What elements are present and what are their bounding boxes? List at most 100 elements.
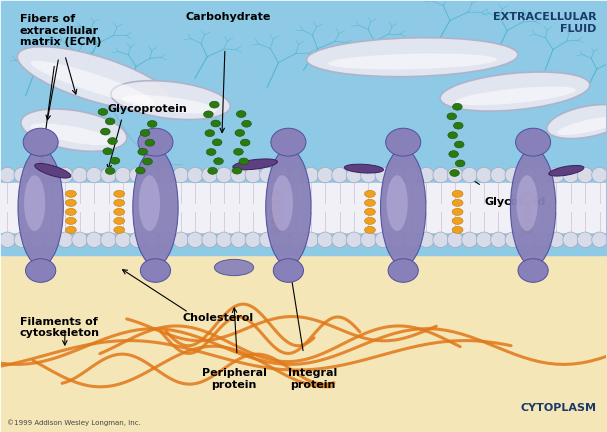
Ellipse shape: [114, 217, 124, 224]
Ellipse shape: [209, 101, 219, 108]
Ellipse shape: [231, 232, 246, 248]
Text: Cholesterol: Cholesterol: [183, 313, 254, 323]
Ellipse shape: [242, 120, 251, 127]
Ellipse shape: [231, 167, 246, 183]
Ellipse shape: [592, 167, 607, 183]
Ellipse shape: [332, 167, 347, 183]
Ellipse shape: [365, 226, 375, 233]
Ellipse shape: [188, 232, 203, 248]
Ellipse shape: [452, 103, 462, 110]
Ellipse shape: [462, 167, 478, 183]
Ellipse shape: [129, 232, 145, 248]
Ellipse shape: [57, 232, 73, 248]
Ellipse shape: [577, 232, 593, 248]
Ellipse shape: [521, 208, 532, 216]
Ellipse shape: [114, 191, 124, 197]
Ellipse shape: [452, 200, 463, 206]
Ellipse shape: [214, 158, 223, 165]
Ellipse shape: [66, 208, 76, 216]
Ellipse shape: [385, 128, 421, 156]
Ellipse shape: [31, 61, 154, 104]
Ellipse shape: [557, 116, 607, 135]
Ellipse shape: [288, 167, 304, 183]
Ellipse shape: [365, 208, 375, 216]
Ellipse shape: [158, 232, 174, 248]
Ellipse shape: [133, 149, 178, 266]
Ellipse shape: [245, 232, 261, 248]
Ellipse shape: [115, 232, 131, 248]
Ellipse shape: [521, 191, 532, 197]
Ellipse shape: [388, 259, 418, 283]
Ellipse shape: [418, 232, 434, 248]
Ellipse shape: [271, 226, 282, 233]
Ellipse shape: [449, 151, 458, 158]
Ellipse shape: [216, 167, 232, 183]
Ellipse shape: [232, 167, 242, 174]
Ellipse shape: [188, 167, 203, 183]
Ellipse shape: [43, 232, 59, 248]
Ellipse shape: [115, 167, 131, 183]
Ellipse shape: [234, 148, 243, 155]
Ellipse shape: [433, 232, 449, 248]
Ellipse shape: [202, 167, 217, 183]
Ellipse shape: [273, 259, 304, 283]
Text: Glycolipid: Glycolipid: [485, 197, 546, 206]
Ellipse shape: [101, 167, 117, 183]
Ellipse shape: [548, 167, 564, 183]
Ellipse shape: [21, 109, 127, 151]
Text: Peripheral
protein: Peripheral protein: [202, 368, 266, 390]
Ellipse shape: [66, 226, 76, 233]
Ellipse shape: [205, 130, 215, 137]
Ellipse shape: [35, 163, 71, 178]
Ellipse shape: [114, 226, 124, 233]
Ellipse shape: [510, 149, 556, 266]
Ellipse shape: [515, 128, 551, 156]
Ellipse shape: [271, 191, 282, 197]
Ellipse shape: [129, 167, 145, 183]
Ellipse shape: [505, 232, 521, 248]
Ellipse shape: [271, 128, 306, 156]
Ellipse shape: [271, 217, 282, 224]
Text: Fibers of
extracellular
matrix (ECM): Fibers of extracellular matrix (ECM): [19, 14, 101, 48]
Bar: [1, 1, 606, 254]
Ellipse shape: [404, 167, 419, 183]
Ellipse shape: [216, 232, 232, 248]
Ellipse shape: [239, 158, 249, 165]
Ellipse shape: [490, 232, 506, 248]
Ellipse shape: [43, 167, 59, 183]
Ellipse shape: [107, 138, 117, 144]
Ellipse shape: [404, 232, 419, 248]
Ellipse shape: [206, 149, 216, 156]
Ellipse shape: [103, 148, 112, 155]
Ellipse shape: [387, 175, 408, 231]
Ellipse shape: [521, 217, 532, 224]
Ellipse shape: [57, 167, 73, 183]
Ellipse shape: [447, 113, 456, 120]
Ellipse shape: [173, 232, 189, 248]
Ellipse shape: [549, 165, 584, 176]
Ellipse shape: [361, 232, 376, 248]
Ellipse shape: [505, 167, 521, 183]
Ellipse shape: [548, 232, 564, 248]
Ellipse shape: [344, 164, 384, 173]
Ellipse shape: [520, 167, 535, 183]
Ellipse shape: [110, 157, 120, 164]
Ellipse shape: [418, 167, 434, 183]
Ellipse shape: [72, 167, 87, 183]
Ellipse shape: [303, 167, 319, 183]
Ellipse shape: [303, 232, 319, 248]
Ellipse shape: [202, 232, 217, 248]
Ellipse shape: [365, 200, 375, 206]
Ellipse shape: [260, 232, 275, 248]
Text: Carbohydrate: Carbohydrate: [185, 12, 271, 22]
Ellipse shape: [138, 148, 148, 155]
Ellipse shape: [138, 128, 173, 156]
Ellipse shape: [86, 167, 102, 183]
Ellipse shape: [271, 200, 282, 206]
Ellipse shape: [0, 167, 15, 183]
Ellipse shape: [288, 232, 304, 248]
Ellipse shape: [476, 232, 492, 248]
Ellipse shape: [346, 232, 362, 248]
Ellipse shape: [86, 232, 102, 248]
Ellipse shape: [517, 175, 538, 231]
